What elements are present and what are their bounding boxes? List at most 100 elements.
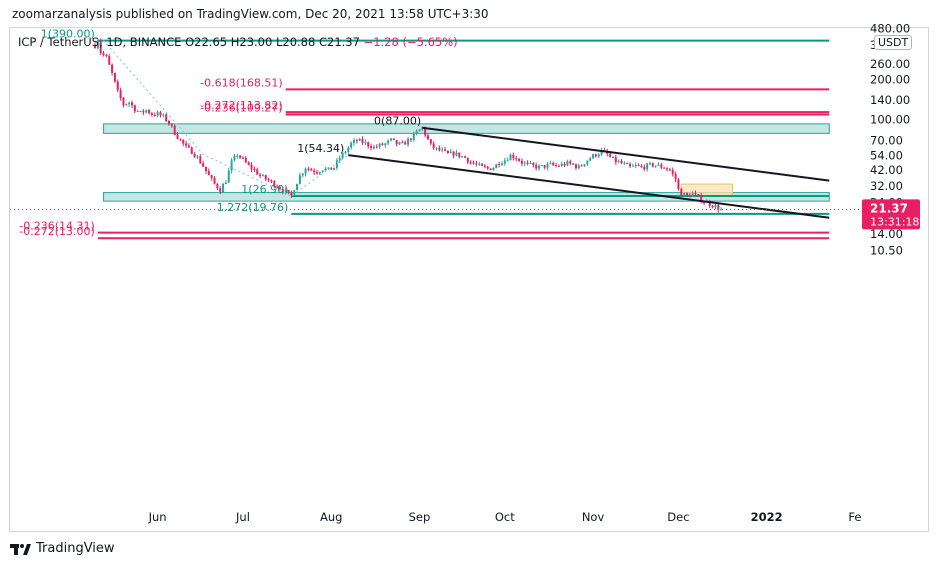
candle-body — [481, 163, 484, 166]
candle — [381, 142, 384, 146]
candle-body — [259, 174, 262, 176]
currency-badge[interactable]: USDT — [874, 35, 913, 50]
candle-body — [432, 143, 435, 148]
candle-body — [435, 147, 438, 149]
candle-body — [637, 164, 640, 166]
candle — [236, 153, 239, 159]
candle-body — [404, 142, 407, 145]
candle — [367, 141, 370, 149]
candle — [133, 104, 136, 114]
candle — [583, 163, 586, 168]
candle-body — [489, 168, 492, 171]
candle — [99, 38, 102, 56]
candle — [401, 140, 404, 144]
candle-body — [355, 140, 358, 142]
candle — [683, 192, 686, 197]
candle — [560, 161, 563, 167]
publish-header: zoomarzanalysis published on TradingView… — [12, 7, 489, 21]
candle-body — [387, 140, 390, 144]
candle-body — [498, 164, 501, 166]
candle — [284, 187, 287, 194]
candle — [526, 160, 529, 166]
y-tick-label: 10.50 — [870, 244, 903, 258]
candle-body — [441, 149, 444, 151]
candle — [355, 138, 358, 144]
candle-body — [640, 165, 643, 167]
candle — [452, 150, 455, 159]
candle-body — [202, 163, 205, 167]
candle-body — [298, 175, 301, 184]
candle — [310, 167, 313, 171]
price-badge-bg — [862, 199, 920, 230]
candle-body — [680, 188, 683, 197]
candle-body — [185, 143, 188, 146]
candle-body — [159, 112, 162, 116]
candle — [478, 161, 481, 166]
candle — [668, 167, 671, 172]
candle — [720, 207, 723, 211]
candle — [327, 167, 330, 170]
candle — [663, 166, 666, 169]
candle-body — [370, 146, 373, 149]
close-value: C21.37 — [318, 35, 360, 49]
candle-body — [398, 142, 401, 145]
fib-level-label: 1(390.00) — [41, 28, 95, 41]
candle-body — [139, 110, 142, 112]
candle-body — [671, 170, 674, 174]
candle — [537, 164, 540, 171]
candle — [469, 160, 472, 165]
candle-body — [148, 109, 151, 114]
candle-body — [660, 164, 663, 168]
candle — [233, 153, 236, 162]
candle — [489, 168, 492, 171]
fib-level-label: 1(26.90) — [241, 183, 288, 196]
candle-body — [241, 157, 244, 159]
candle-body — [631, 165, 634, 167]
candle — [253, 166, 256, 173]
candle — [270, 179, 273, 184]
candle — [173, 124, 176, 136]
open-value: O22.65 — [185, 35, 228, 49]
candle — [520, 158, 523, 167]
candle-body — [486, 166, 489, 169]
candle-body — [253, 169, 256, 171]
symbol-label[interactable]: ICP / TetherUS, 1D, BINANCE — [18, 35, 182, 49]
candle — [398, 141, 401, 145]
candle — [389, 138, 392, 142]
candle — [660, 162, 663, 169]
candle-body — [540, 165, 543, 167]
candle — [580, 164, 583, 167]
candle-body — [239, 155, 242, 158]
candle — [495, 163, 498, 169]
candle — [116, 79, 119, 93]
candle-body — [674, 173, 677, 180]
candle — [711, 205, 714, 209]
candle — [512, 152, 515, 161]
candle-body — [199, 156, 202, 164]
candle-body — [230, 160, 233, 171]
candle-body — [321, 170, 324, 173]
candle — [674, 171, 677, 183]
candle — [566, 159, 569, 167]
fib-level-label: -0.236(109.27) — [200, 101, 283, 114]
candle-body — [401, 142, 404, 144]
candle-body — [574, 164, 577, 169]
candle-body — [691, 192, 694, 197]
candle — [694, 190, 697, 197]
candle — [483, 163, 486, 169]
candle-body — [648, 163, 651, 165]
candle-body — [256, 169, 259, 175]
candle-body — [651, 163, 654, 167]
candle-body — [287, 190, 290, 193]
candle-body — [96, 40, 99, 48]
candle-body — [318, 172, 321, 174]
candle — [301, 172, 304, 178]
candle-body — [133, 105, 136, 112]
candle — [586, 160, 589, 167]
candle-body — [219, 188, 222, 193]
candle — [472, 160, 475, 165]
candle-body — [537, 165, 540, 169]
candle — [338, 155, 341, 164]
